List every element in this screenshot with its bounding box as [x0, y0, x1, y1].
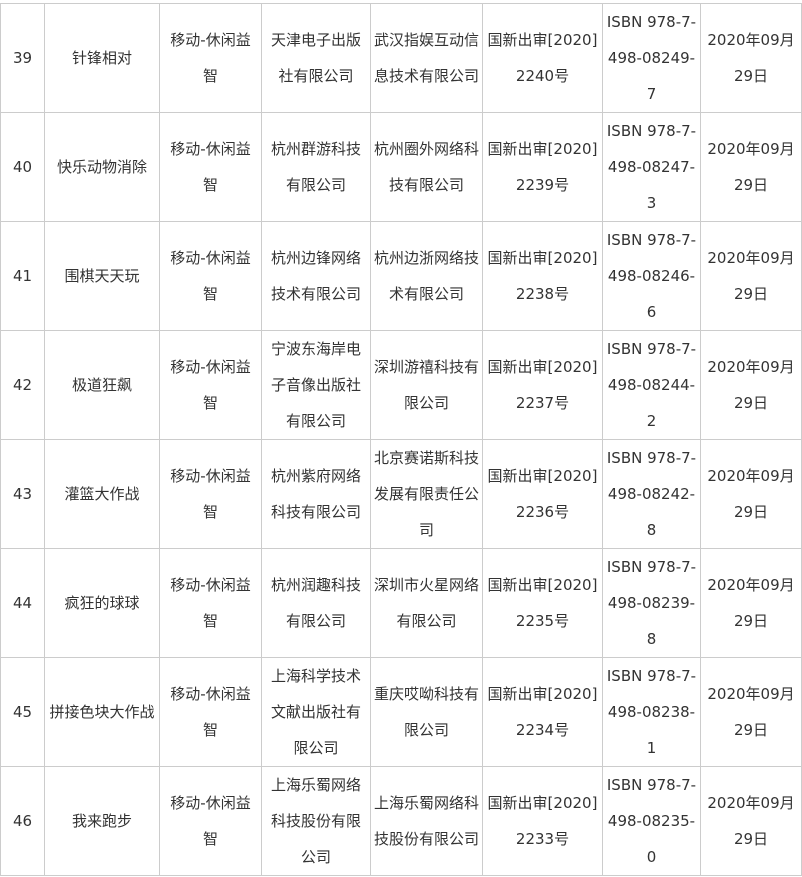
row-number-cell: 44 — [0, 548, 45, 658]
game-name-cell: 极道狂飙 — [44, 330, 160, 440]
game-category-cell: 移动-休闲益智 — [159, 766, 262, 876]
row-number-cell: 43 — [0, 439, 45, 549]
publisher-cell: 杭州边锋网络技术有限公司 — [261, 221, 371, 331]
game-name-cell: 快乐动物消除 — [44, 112, 160, 222]
game-category-cell: 移动-休闲益智 — [159, 548, 262, 658]
isbn-cell: ISBN 978-7-498-08235-0 — [602, 766, 701, 876]
approval-number-cell: 国新出审[2020]2234号 — [482, 657, 603, 767]
publisher-cell: 天津电子出版社有限公司 — [261, 3, 371, 113]
game-name-cell: 围棋天天玩 — [44, 221, 160, 331]
game-name-cell: 拼接色块大作战 — [44, 657, 160, 767]
publisher-cell: 上海乐蜀网络科技股份有限公司 — [261, 766, 371, 876]
approval-number-cell: 国新出审[2020]2239号 — [482, 112, 603, 222]
game-category-cell: 移动-休闲益智 — [159, 112, 262, 222]
table-row: 41 围棋天天玩 移动-休闲益智 杭州边锋网络技术有限公司 杭州边浙网络技术有限公司 国新… — [0, 221, 802, 331]
table-body: 39 针锋相对 移动-休闲益智 天津电子出版社有限公司 武汉指娱互动信息技术有限公司 国新… — [0, 3, 802, 876]
operator-cell: 深圳市火星网络有限公司 — [370, 548, 483, 658]
approval-date-cell: 2020年09月29日 — [700, 221, 802, 331]
approval-date-cell: 2020年09月29日 — [700, 330, 802, 440]
approval-number-cell: 国新出审[2020]2236号 — [482, 439, 603, 549]
publisher-cell: 杭州紫府网络科技有限公司 — [261, 439, 371, 549]
operator-cell: 重庆哎呦科技有限公司 — [370, 657, 483, 767]
approval-number-cell: 国新出审[2020]2233号 — [482, 766, 603, 876]
approval-date-cell: 2020年09月29日 — [700, 548, 802, 658]
publisher-cell: 杭州润趣科技有限公司 — [261, 548, 371, 658]
approval-date-cell: 2020年09月29日 — [700, 439, 802, 549]
row-number-cell: 45 — [0, 657, 45, 767]
isbn-cell: ISBN 978-7-498-08246-6 — [602, 221, 701, 331]
game-category-cell: 移动-休闲益智 — [159, 330, 262, 440]
table-row: 45 拼接色块大作战 移动-休闲益智 上海科学技术文献出版社有限公司 重庆哎呦科技有限公… — [0, 657, 802, 767]
game-category-cell: 移动-休闲益智 — [159, 657, 262, 767]
approval-number-cell: 国新出审[2020]2240号 — [482, 3, 603, 113]
game-name-cell: 疯狂的球球 — [44, 548, 160, 658]
table-row: 44 疯狂的球球 移动-休闲益智 杭州润趣科技有限公司 深圳市火星网络有限公司 国新出审[… — [0, 548, 802, 658]
isbn-cell: ISBN 978-7-498-08249-7 — [602, 3, 701, 113]
table-row: 40 快乐动物消除 移动-休闲益智 杭州群游科技有限公司 杭州圈外网络科技有限公司 国新出… — [0, 112, 802, 222]
approval-number-cell: 国新出审[2020]2238号 — [482, 221, 603, 331]
approval-date-cell: 2020年09月29日 — [700, 3, 802, 113]
game-name-cell: 针锋相对 — [44, 3, 160, 113]
operator-cell: 杭州圈外网络科技有限公司 — [370, 112, 483, 222]
table-row: 43 灌篮大作战 移动-休闲益智 杭州紫府网络科技有限公司 北京赛诺斯科技发展有限责任公… — [0, 439, 802, 549]
row-number-cell: 39 — [0, 3, 45, 113]
game-category-cell: 移动-休闲益智 — [159, 439, 262, 549]
operator-cell: 上海乐蜀网络科技股份有限公司 — [370, 766, 483, 876]
isbn-cell: ISBN 978-7-498-08242-8 — [602, 439, 701, 549]
publisher-cell: 杭州群游科技有限公司 — [261, 112, 371, 222]
row-number-cell: 42 — [0, 330, 45, 440]
game-category-cell: 移动-休闲益智 — [159, 221, 262, 331]
operator-cell: 杭州边浙网络技术有限公司 — [370, 221, 483, 331]
game-name-cell: 我来跑步 — [44, 766, 160, 876]
row-number-cell: 46 — [0, 766, 45, 876]
operator-cell: 武汉指娱互动信息技术有限公司 — [370, 3, 483, 113]
operator-cell: 北京赛诺斯科技发展有限责任公司 — [370, 439, 483, 549]
publisher-cell: 宁波东海岸电子音像出版社有限公司 — [261, 330, 371, 440]
game-category-cell: 移动-休闲益智 — [159, 3, 262, 113]
approval-date-cell: 2020年09月29日 — [700, 766, 802, 876]
approval-date-cell: 2020年09月29日 — [700, 657, 802, 767]
table-row: 46 我来跑步 移动-休闲益智 上海乐蜀网络科技股份有限公司 上海乐蜀网络科技股份有限公… — [0, 766, 802, 876]
isbn-cell: ISBN 978-7-498-08238-1 — [602, 657, 701, 767]
approval-date-cell: 2020年09月29日 — [700, 112, 802, 222]
approval-number-cell: 国新出审[2020]2237号 — [482, 330, 603, 440]
isbn-cell: ISBN 978-7-498-08244-2 — [602, 330, 701, 440]
row-number-cell: 41 — [0, 221, 45, 331]
row-number-cell: 40 — [0, 112, 45, 222]
isbn-cell: ISBN 978-7-498-08247-3 — [602, 112, 701, 222]
game-approval-table: 39 针锋相对 移动-休闲益智 天津电子出版社有限公司 武汉指娱互动信息技术有限公司 国新… — [0, 3, 802, 876]
isbn-cell: ISBN 978-7-498-08239-8 — [602, 548, 701, 658]
table-row: 39 针锋相对 移动-休闲益智 天津电子出版社有限公司 武汉指娱互动信息技术有限公司 国新… — [0, 3, 802, 113]
operator-cell: 深圳游禧科技有限公司 — [370, 330, 483, 440]
publisher-cell: 上海科学技术文献出版社有限公司 — [261, 657, 371, 767]
game-name-cell: 灌篮大作战 — [44, 439, 160, 549]
table-row: 42 极道狂飙 移动-休闲益智 宁波东海岸电子音像出版社有限公司 深圳游禧科技有限公司国… — [0, 330, 802, 440]
approval-number-cell: 国新出审[2020]2235号 — [482, 548, 603, 658]
